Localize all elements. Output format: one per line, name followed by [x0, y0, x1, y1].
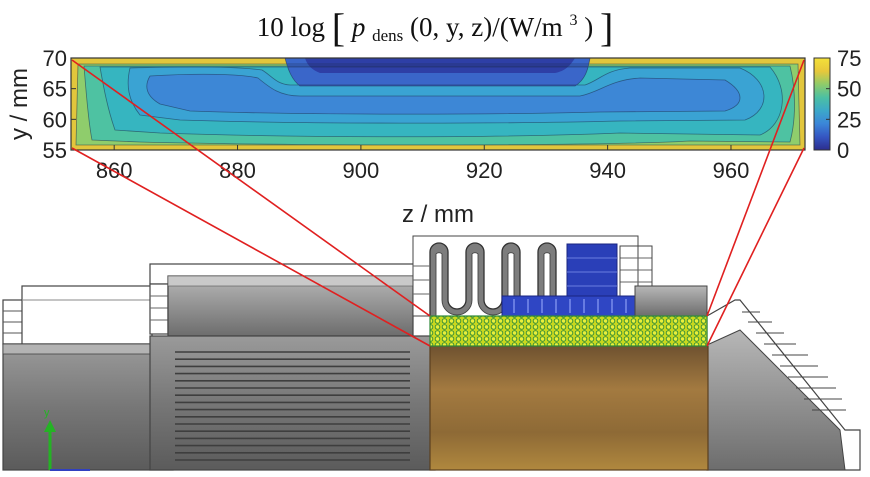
contour-fill: [71, 58, 805, 150]
colorbar-tick-label: 75: [837, 46, 861, 71]
left-end-cap: [2, 285, 153, 345]
left-steel-housing: [2, 343, 174, 471]
y-tick-label: 70: [43, 46, 67, 71]
machine-cross-section: y: [2, 235, 861, 471]
x-tick-label: 960: [713, 158, 750, 183]
colorbar-tick-label: 50: [837, 77, 861, 102]
x-tick-label: 920: [466, 158, 503, 183]
x-tick-label: 900: [343, 158, 380, 183]
svg-text:y: y: [44, 407, 50, 419]
y-tick-label: 65: [43, 77, 67, 102]
right-conical-housing: [634, 285, 861, 471]
finned-rotor: [149, 335, 436, 471]
colorbar: 0 25 50 75: [813, 46, 861, 163]
callout-lines: [71, 59, 805, 347]
axis-triad-icon: y: [44, 407, 90, 471]
x-tick-label: 940: [589, 158, 626, 183]
y-tick-label: 60: [43, 107, 67, 132]
colorbar-tick-label: 25: [837, 107, 861, 132]
blue-bearing-block: [501, 243, 641, 317]
y-tick-marks: 55 60 65 70: [43, 46, 76, 163]
x-axis-label: z / mm: [402, 201, 474, 228]
contour-level-45-50: [146, 74, 740, 115]
y-tick-label: 55: [43, 138, 67, 163]
colorbar-ticks: 0 25 50 75: [826, 46, 861, 163]
contour-lines: [75, 58, 801, 146]
colorbar-gradient: [813, 57, 831, 151]
colorbar-tick-label: 0: [837, 138, 849, 163]
coil-region: [429, 315, 708, 347]
chart-title: 10 log [ p dens (0, y, z)/(W/m 3 ) ]: [257, 1, 614, 50]
y-axis-label: y / mm: [6, 68, 33, 140]
x-tick-marks: 860 880 900 920 940 960: [96, 145, 750, 183]
plot-frame: [70, 57, 806, 151]
upper-housing: [149, 263, 431, 337]
brass-core: [429, 345, 709, 471]
contour-level-lt40: [305, 58, 575, 73]
